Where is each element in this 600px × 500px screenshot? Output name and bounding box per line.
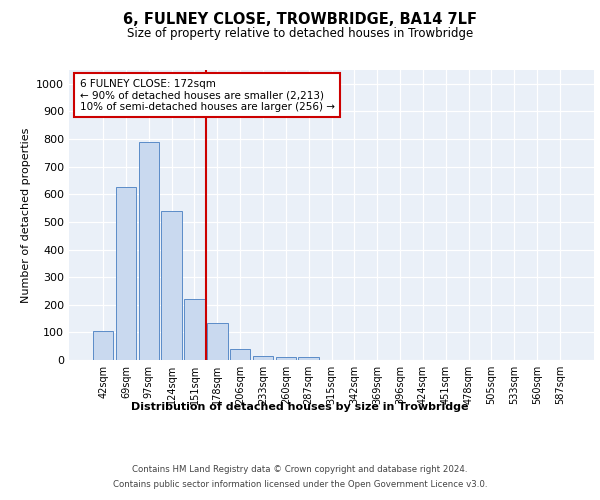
Bar — [184, 299, 205, 360]
Bar — [161, 211, 182, 360]
Bar — [253, 356, 273, 360]
Bar — [139, 142, 159, 360]
Bar — [116, 188, 136, 360]
Text: Contains public sector information licensed under the Open Government Licence v3: Contains public sector information licen… — [113, 480, 487, 489]
Text: Distribution of detached houses by size in Trowbridge: Distribution of detached houses by size … — [131, 402, 469, 412]
Y-axis label: Number of detached properties: Number of detached properties — [20, 128, 31, 302]
Text: 6 FULNEY CLOSE: 172sqm
← 90% of detached houses are smaller (2,213)
10% of semi-: 6 FULNEY CLOSE: 172sqm ← 90% of detached… — [79, 78, 335, 112]
Bar — [275, 357, 296, 360]
Text: Size of property relative to detached houses in Trowbridge: Size of property relative to detached ho… — [127, 28, 473, 40]
Bar — [207, 322, 227, 360]
Text: 6, FULNEY CLOSE, TROWBRIDGE, BA14 7LF: 6, FULNEY CLOSE, TROWBRIDGE, BA14 7LF — [123, 12, 477, 28]
Bar — [93, 331, 113, 360]
Text: Contains HM Land Registry data © Crown copyright and database right 2024.: Contains HM Land Registry data © Crown c… — [132, 465, 468, 474]
Bar — [298, 357, 319, 360]
Bar — [230, 349, 250, 360]
